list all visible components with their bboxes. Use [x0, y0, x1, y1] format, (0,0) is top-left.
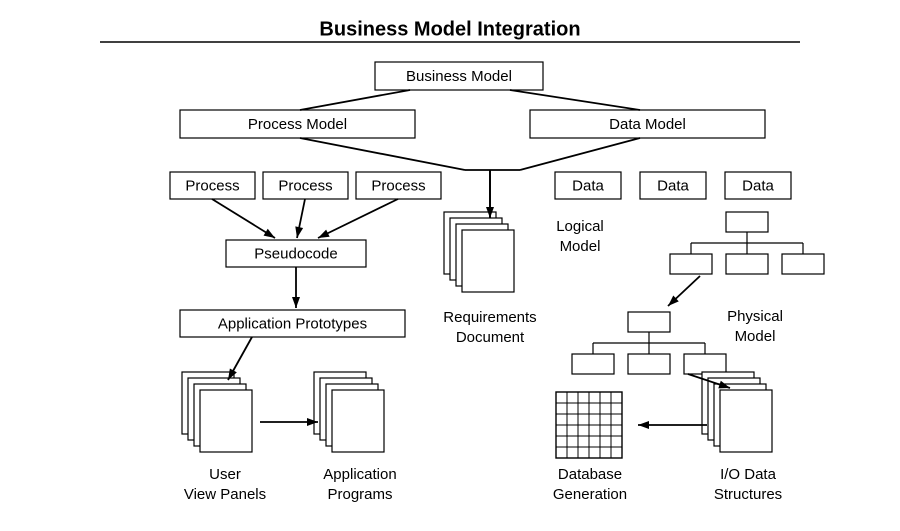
label-dbg_lbl2: Generation	[553, 486, 627, 503]
label-app_lbl1: Application	[323, 466, 396, 483]
label-dbg_lbl1: Database	[558, 466, 622, 483]
label-phy_lbl2: Model	[735, 328, 776, 345]
iod-docstack	[702, 372, 772, 452]
label-uvp_lbl2: View Panels	[184, 486, 266, 503]
box-label-d1: Data	[572, 177, 604, 194]
box-label-p1: Process	[185, 177, 239, 194]
label-app_lbl2: Programs	[327, 486, 392, 503]
box-label-d3: Data	[742, 177, 774, 194]
label-uvp_lbl1: User	[209, 466, 241, 483]
label-iod_lbl1: I/O Data	[720, 466, 777, 483]
label-iod_lbl2: Structures	[714, 486, 782, 503]
box-label-bm: Business Model	[406, 68, 512, 85]
app-docstack	[314, 372, 384, 452]
box-label-apr: Application Prototypes	[218, 315, 367, 332]
req-docstack	[444, 212, 514, 292]
label-log_lbl2: Model	[560, 238, 601, 255]
label-phy_lbl1: Physical	[727, 308, 783, 325]
label-req_lbl2: Document	[456, 329, 525, 346]
box-label-pm: Process Model	[248, 116, 347, 133]
diagram-title: Business Model Integration	[319, 18, 580, 40]
uvp-docstack	[182, 372, 252, 452]
box-label-psc: Pseudocode	[254, 245, 337, 262]
box-label-d2: Data	[657, 177, 689, 194]
label-req_lbl1: Requirements	[443, 309, 536, 326]
box-label-p2: Process	[278, 177, 332, 194]
box-label-dm: Data Model	[609, 116, 686, 133]
label-log_lbl1: Logical	[556, 218, 604, 235]
box-label-p3: Process	[371, 177, 425, 194]
